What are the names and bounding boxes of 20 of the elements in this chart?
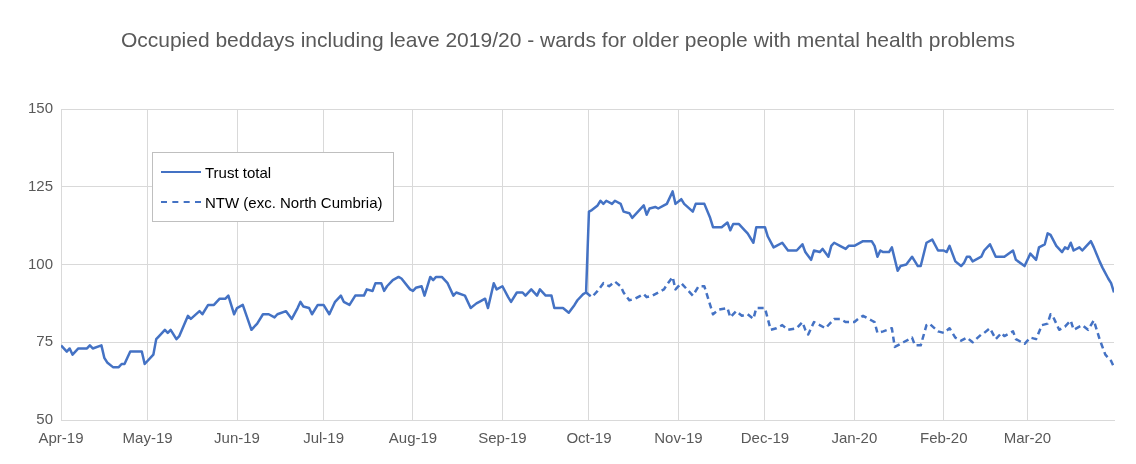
y-tick-label: 75 [36, 332, 54, 350]
x-tick-label: May-19 [122, 429, 173, 447]
x-tick-label: Mar-20 [1003, 429, 1052, 447]
legend-label: NTW (exc. North Cumbria) [205, 193, 383, 211]
legend-label: Trust total [205, 163, 272, 181]
x-tick-label: Dec-19 [740, 429, 790, 447]
x-tick-label: Apr-19 [38, 429, 84, 447]
x-tick-label: Sep-19 [478, 429, 527, 447]
x-tick-label: Jun-19 [214, 429, 260, 447]
x-tick-label: Jul-19 [303, 429, 344, 447]
y-tick-label: 100 [28, 254, 54, 272]
chart-title: Occupied beddays including leave 2019/20 - wards for older people with mental health problems [119, 27, 1017, 53]
x-tick-label: Oct-19 [566, 429, 612, 447]
x-tick-label: Feb-20 [920, 429, 968, 447]
x-tick-label: Jan-20 [831, 429, 878, 447]
y-tick-label: 50 [36, 410, 54, 428]
x-tick-label: Aug-19 [388, 429, 438, 447]
x-tick-label: Nov-19 [654, 429, 703, 447]
y-tick-label: 125 [28, 176, 54, 194]
y-tick-label: 150 [28, 99, 54, 117]
